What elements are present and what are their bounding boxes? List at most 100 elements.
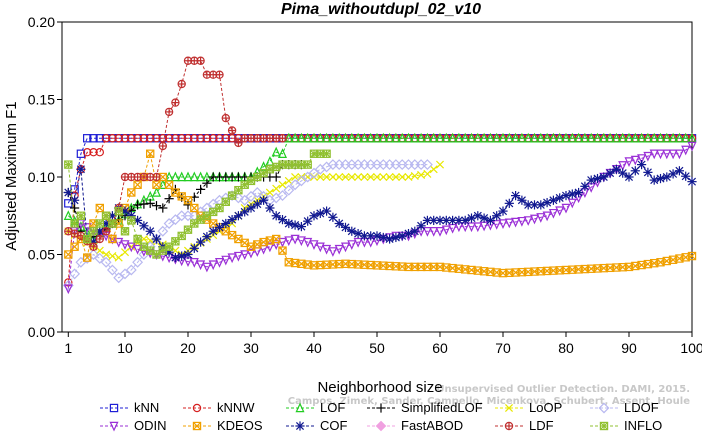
data-point xyxy=(108,252,117,261)
y-tick-label: 0.10 xyxy=(28,169,55,185)
data-point xyxy=(397,132,407,143)
data-point xyxy=(611,132,621,143)
legend-marker xyxy=(504,421,514,431)
data-point xyxy=(479,132,489,143)
data-point xyxy=(183,249,193,260)
data-point xyxy=(189,243,199,253)
data-point xyxy=(64,250,73,259)
data-point xyxy=(630,155,640,166)
data-point xyxy=(630,132,640,143)
data-point xyxy=(385,234,395,244)
data-point xyxy=(510,191,521,201)
data-point xyxy=(101,134,111,143)
data-point xyxy=(668,169,678,179)
data-point xyxy=(605,132,615,143)
data-point xyxy=(529,214,540,225)
data-point xyxy=(504,198,514,208)
data-point xyxy=(95,234,105,244)
data-point xyxy=(668,132,678,143)
y-axis-label: Adjusted Maximum F1 xyxy=(3,101,20,250)
data-point xyxy=(290,220,300,230)
data-point xyxy=(233,211,243,221)
data-point xyxy=(139,134,149,143)
data-point xyxy=(278,246,287,255)
data-point xyxy=(158,203,168,213)
data-point xyxy=(353,132,363,143)
data-point xyxy=(624,132,634,143)
data-point xyxy=(649,132,659,143)
data-point xyxy=(416,132,426,143)
data-point xyxy=(441,225,451,236)
data-point xyxy=(221,197,231,207)
data-point xyxy=(328,247,338,257)
data-point xyxy=(347,172,356,182)
x-tick-label: 90 xyxy=(621,340,637,356)
data-point xyxy=(423,169,432,178)
data-point xyxy=(417,170,426,179)
data-point xyxy=(296,222,306,232)
data-point xyxy=(429,165,438,174)
data-point xyxy=(89,147,98,157)
legend-label: ODIN xyxy=(134,418,167,433)
data-point xyxy=(277,237,288,248)
data-point xyxy=(309,132,319,143)
data-point xyxy=(529,132,540,143)
data-point xyxy=(64,160,73,169)
data-point xyxy=(265,242,275,253)
data-point xyxy=(385,172,394,182)
data-point xyxy=(82,134,92,143)
data-point xyxy=(127,134,136,143)
data-point xyxy=(303,237,313,248)
data-point xyxy=(171,98,180,107)
data-point xyxy=(334,244,344,255)
data-point xyxy=(233,251,243,262)
legend-label: kNNW xyxy=(217,400,255,415)
data-point xyxy=(70,242,79,251)
data-point xyxy=(435,132,445,143)
legend-item-lof: LOF xyxy=(286,400,345,415)
x-tick-label: 1 xyxy=(64,340,72,356)
data-point xyxy=(511,217,521,228)
data-point xyxy=(145,198,155,208)
legend-marker xyxy=(598,402,610,414)
data-point xyxy=(555,206,565,217)
data-point xyxy=(120,248,130,257)
data-point xyxy=(573,187,584,198)
data-point xyxy=(372,172,382,182)
data-point xyxy=(548,195,559,205)
data-point xyxy=(234,138,243,148)
data-point xyxy=(504,132,514,143)
legend-item-knn: kNN xyxy=(100,400,159,415)
data-point xyxy=(164,107,174,117)
data-point xyxy=(473,132,483,143)
data-point xyxy=(183,134,193,143)
legend-marker xyxy=(376,403,386,413)
data-point xyxy=(89,227,98,236)
data-point xyxy=(328,132,338,143)
data-point xyxy=(322,132,332,143)
data-point xyxy=(655,149,666,160)
legend-label: LDF xyxy=(529,418,554,433)
data-point xyxy=(271,172,281,182)
data-point xyxy=(70,219,79,228)
data-point xyxy=(265,203,275,213)
data-point xyxy=(567,198,577,209)
x-axis: 1 10 20 30 40 50 60 70 80 90 100 xyxy=(64,332,702,356)
data-point xyxy=(94,252,106,264)
data-point xyxy=(63,284,73,295)
data-point xyxy=(69,203,80,213)
data-point xyxy=(272,184,281,193)
data-point xyxy=(164,134,174,143)
data-point xyxy=(284,132,294,143)
data-point xyxy=(158,141,168,151)
x-tick-label: 50 xyxy=(369,340,385,356)
data-point xyxy=(354,172,363,182)
data-point xyxy=(177,231,186,241)
data-point xyxy=(139,199,149,209)
data-point xyxy=(114,134,123,143)
data-point xyxy=(189,258,199,268)
data-point xyxy=(95,134,105,143)
data-point xyxy=(315,132,325,143)
legend-label: kNN xyxy=(134,400,159,415)
y-tick-label: 0.05 xyxy=(28,247,55,263)
